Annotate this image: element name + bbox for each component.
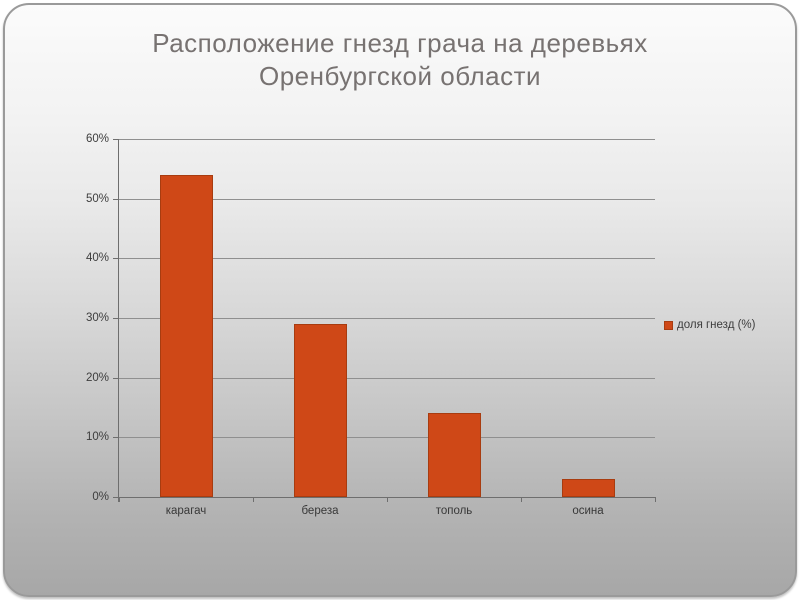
y-axis-label: 40% [85, 252, 109, 265]
y-axis-label: 10% [85, 431, 109, 444]
y-axis-tick [113, 377, 119, 379]
x-axis-label: береза [301, 505, 339, 517]
y-axis-label: 0% [92, 491, 109, 503]
legend-label: доля гнезд (%) [677, 319, 756, 331]
x-axis-label: карагач [165, 505, 207, 517]
gridline [119, 258, 655, 260]
gridline [119, 318, 655, 319]
y-axis-tick [113, 139, 119, 140]
y-axis-label: 50% [85, 192, 109, 205]
y-axis-tick [113, 258, 119, 260]
slide-title: Расположение гнезд грача на деревьях Оре… [5, 27, 795, 93]
y-axis-tick [113, 437, 119, 439]
x-axis-tick [387, 497, 388, 502]
chart-bar [293, 323, 347, 497]
y-axis [118, 139, 119, 502]
x-axis-label: тополь [435, 505, 473, 517]
x-axis-tick [521, 497, 522, 502]
legend: доля гнезд (%) [664, 319, 755, 331]
y-axis-tick [113, 497, 119, 498]
title-line-2: Оренбургской области [258, 61, 542, 91]
title-line-1: Расположение гнезд грача на деревьях [152, 28, 648, 58]
y-axis-label: 20% [85, 371, 109, 384]
x-axis-tick [253, 497, 254, 502]
chart-bar [561, 479, 615, 497]
y-axis-label: 30% [85, 312, 109, 324]
chart-bar [159, 174, 213, 497]
chart-bar [427, 413, 481, 497]
gridline [119, 377, 655, 379]
x-axis-tick [655, 497, 656, 502]
x-axis-tick [119, 497, 120, 502]
y-axis-tick [113, 198, 119, 200]
y-axis-tick [113, 318, 119, 319]
gridline [119, 437, 655, 439]
slide: Расположение гнезд грача на деревьях Оре… [3, 3, 797, 597]
gridline [119, 139, 655, 140]
gridline [119, 198, 655, 200]
plot-area: 0% 10% 20% 30% 40% 50% 60% карагач береза тополь о… [86, 133, 656, 517]
legend-marker-square [664, 320, 673, 330]
y-axis-label: 60% [85, 133, 109, 145]
x-axis-label: осина [572, 505, 604, 517]
